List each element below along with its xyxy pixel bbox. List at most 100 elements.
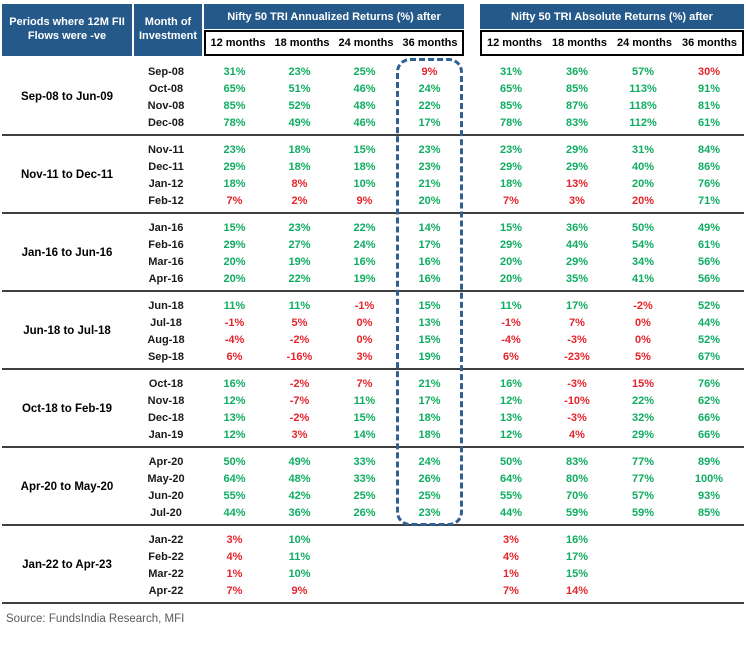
annualized-return-cell: 64%	[223, 472, 246, 485]
absolute-return-cell: 13%	[499, 411, 523, 424]
annualized-return-cell: 2%	[291, 194, 308, 207]
absolute-return-cell: 77%	[631, 455, 655, 468]
absolute-return-cell: -10%	[564, 394, 590, 407]
annualized-return-cell: -2%	[289, 411, 310, 424]
absolute-subheader-18-months: 18 months	[551, 37, 607, 49]
absolute-return-cell: 7%	[503, 194, 519, 207]
month-label: Sep-18	[147, 350, 185, 363]
absolute-return-cell: 29%	[499, 160, 523, 173]
absolute-return-cell: 77%	[631, 472, 655, 485]
annualized-return-cell: 22%	[288, 272, 311, 285]
absolute-return-cell: 15%	[631, 377, 655, 390]
absolute-subheader-row: 12 months 18 months 24 months 36 months	[480, 30, 744, 56]
absolute-return-cell: 91%	[697, 82, 721, 95]
absolute-return-cell: 12%	[499, 428, 523, 441]
source-note: Source: FundsIndia Research, MFI	[6, 613, 185, 625]
annualized-section-header-block: Nifty 50 TRI Annualized Returns (%) afte…	[204, 4, 464, 56]
annualized-return-cell: 7%	[356, 377, 373, 390]
absolute-return-cell: 29%	[565, 160, 589, 173]
annualized-return-cell: 20%	[223, 255, 246, 268]
annualized-return-cell: 29%	[223, 238, 246, 251]
annualized-return-cell: 6%	[226, 350, 243, 363]
absolute-return-cell: 29%	[631, 428, 655, 441]
annualized-return-cell: 18%	[288, 143, 311, 156]
absolute-return-cell: 67%	[697, 350, 721, 363]
table-row: Dec-08 78% 49% 46% 17% 78% 83% 112% 61%	[132, 114, 744, 131]
annualized-return-cell: 49%	[288, 116, 311, 129]
annualized-return-cell: 16%	[418, 272, 441, 285]
annualized-return-cell: 4%	[226, 550, 243, 563]
absolute-return-cell: 44%	[697, 316, 721, 329]
annualized-return-cell: 9%	[421, 65, 438, 78]
month-label: Sep-08	[147, 65, 185, 78]
annualized-return-cell: -4%	[224, 333, 245, 346]
absolute-return-cell: 17%	[565, 299, 589, 312]
absolute-return-cell: 35%	[565, 272, 589, 285]
group-rows: Sep-08 31% 23% 25% 9% 31% 36% 57% 30% Oct-08 65% 51…	[132, 63, 744, 131]
period-label: Nov-11 to Dec-11	[20, 169, 114, 181]
annualized-return-cell: 20%	[223, 272, 246, 285]
annualized-return-cell: 20%	[418, 194, 441, 207]
absolute-return-cell: -1%	[501, 316, 521, 329]
month-label: May-20	[147, 472, 185, 485]
annualized-return-cell: 31%	[223, 65, 246, 78]
absolute-return-cell: 50%	[631, 221, 655, 234]
table-row: Jun-20 55% 42% 25% 25% 55% 70% 57% 93%	[132, 487, 744, 504]
annualized-return-cell: 11%	[288, 550, 311, 563]
absolute-return-cell: 57%	[631, 489, 655, 502]
annualized-return-cell: 50%	[223, 455, 246, 468]
annualized-return-cell: 33%	[353, 455, 376, 468]
annualized-subheader-row: 12 months 18 months 24 months 36 months	[204, 30, 464, 56]
absolute-return-cell: 0%	[635, 316, 651, 329]
annualized-return-cell: 19%	[353, 272, 376, 285]
absolute-return-cell: 36%	[565, 65, 589, 78]
annualized-return-cell: 12%	[223, 394, 246, 407]
table-row: Oct-18 16% -2% 7% 21% 16% -3% 15% 76%	[132, 375, 744, 392]
absolute-return-cell: 14%	[565, 584, 589, 597]
table-row: Nov-08 85% 52% 48% 22% 85% 87% 118% 81%	[132, 97, 744, 114]
table-row: Oct-08 65% 51% 46% 24% 65% 85% 113% 91%	[132, 80, 744, 97]
month-label: Jun-18	[148, 299, 184, 312]
annualized-return-cell: 23%	[288, 65, 311, 78]
period-group: Jun-18 to Jul-18 Jun-18 11% 11% -1% 15% 11% 17%…	[2, 292, 744, 370]
period-column-header: Periods where 12M FII Flows were -ve	[2, 4, 132, 56]
table-row: Jul-18 -1% 5% 0% 13% -1% 7% 0% 44%	[132, 314, 744, 331]
annualized-return-cell: 46%	[353, 116, 376, 129]
period-group: Oct-18 to Feb-19 Oct-18 16% -2% 7% 21% 16% -3% 1…	[2, 370, 744, 448]
annualized-return-cell: 33%	[353, 472, 376, 485]
annualized-return-cell: 48%	[288, 472, 311, 485]
annualized-return-cell: 0%	[356, 316, 373, 329]
absolute-return-cell: 1%	[503, 567, 519, 580]
absolute-return-cell: 32%	[631, 411, 655, 424]
absolute-return-cell: 44%	[565, 238, 589, 251]
month-label: Feb-22	[148, 550, 184, 563]
table-row: Nov-18 12% -7% 11% 17% 12% -10% 22% 62%	[132, 392, 744, 409]
month-label: Oct-08	[148, 82, 184, 95]
annualized-return-cell: 16%	[353, 255, 376, 268]
table-body: Sep-08 to Jun-09 Sep-08 31% 23% 25% 9% 31% 36% 5…	[2, 58, 744, 604]
annualized-return-cell: 24%	[418, 455, 441, 468]
annualized-return-cell: 18%	[223, 177, 246, 190]
absolute-return-cell: 13%	[565, 177, 589, 190]
group-rows: Jun-18 11% 11% -1% 15% 11% 17% -2% 52% Jul-18 -1% 5…	[132, 297, 744, 365]
month-column-header: Month of Investment	[134, 4, 202, 56]
absolute-return-cell: 6%	[503, 350, 519, 363]
month-label: Jan-16	[148, 221, 184, 234]
annualized-return-cell: 17%	[418, 394, 441, 407]
absolute-return-cell: 78%	[499, 116, 523, 129]
absolute-return-cell: 61%	[697, 116, 721, 129]
annualized-return-cell: 46%	[353, 82, 376, 95]
month-label: Oct-18	[148, 377, 184, 390]
absolute-subheader-12-months: 12 months	[486, 37, 542, 49]
table-row: Jan-12 18% 8% 10% 21% 18% 13% 20% 76%	[132, 175, 744, 192]
table-row: Sep-08 31% 23% 25% 9% 31% 36% 57% 30%	[132, 63, 744, 80]
period-group: Jan-16 to Jun-16 Jan-16 15% 23% 22% 14% 15% 36%…	[2, 214, 744, 292]
annualized-return-cell: 9%	[356, 194, 373, 207]
annualized-return-cell: -7%	[289, 394, 310, 407]
month-label: Dec-08	[147, 116, 185, 129]
absolute-return-cell: 31%	[631, 143, 655, 156]
annualized-return-cell: 25%	[418, 489, 441, 502]
absolute-return-cell: 30%	[697, 65, 721, 78]
period-group: Jan-22 to Apr-23 Jan-22 3% 10% 3% 16% Feb-22 4%…	[2, 526, 744, 604]
annualized-return-cell: 36%	[288, 506, 311, 519]
